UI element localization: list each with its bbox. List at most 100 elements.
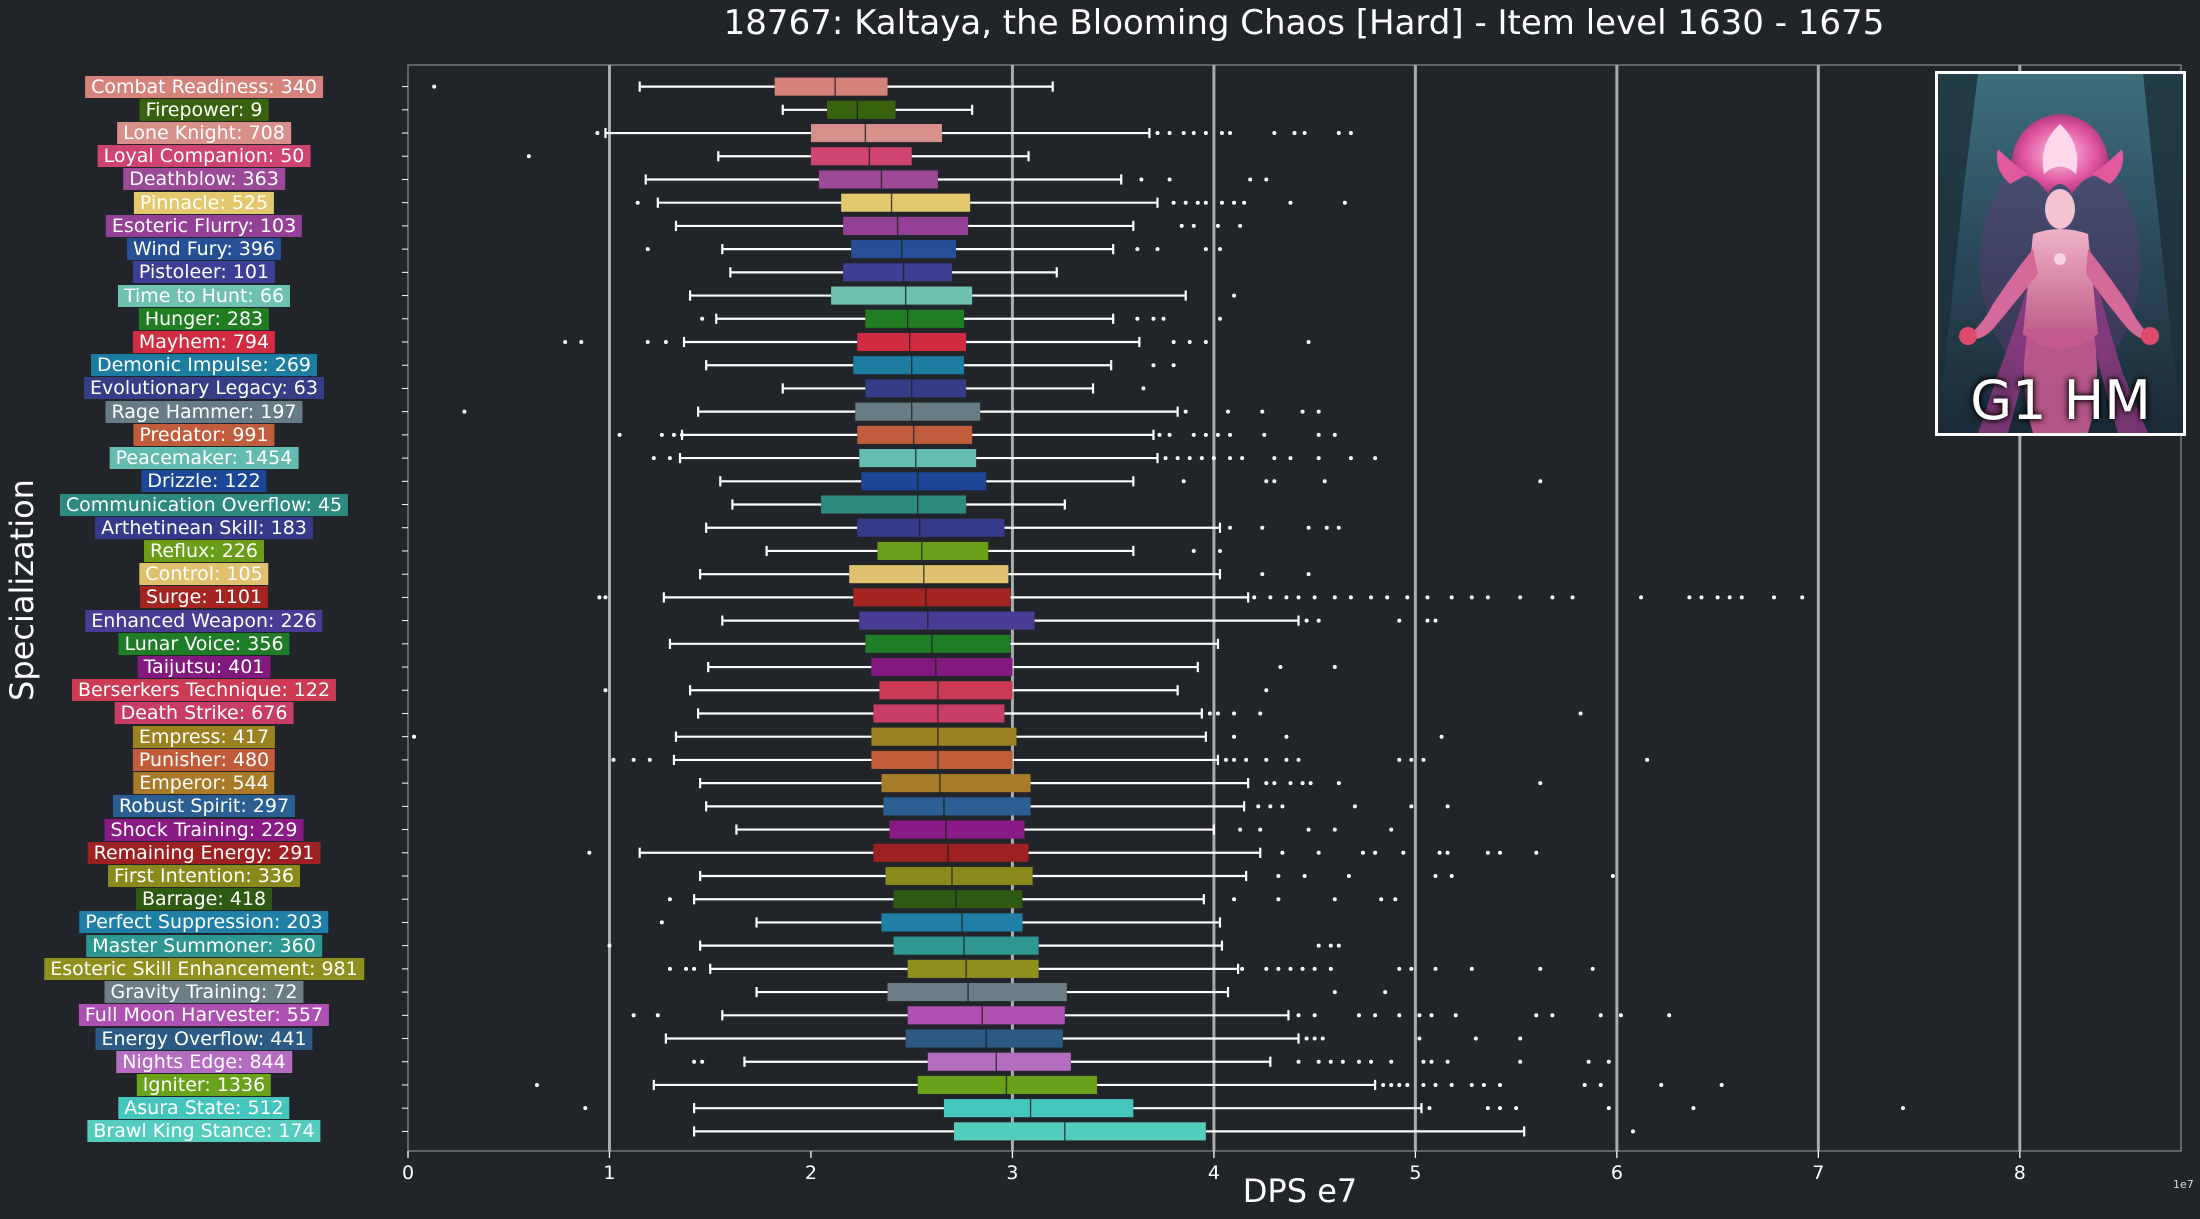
- outlier-point: [1425, 618, 1430, 623]
- x-tick-label: 0: [402, 1162, 414, 1184]
- outlier-point: [603, 595, 608, 600]
- outlier-point: [607, 943, 612, 948]
- box-iqr: [810, 123, 942, 143]
- outlier-point: [1252, 595, 1257, 600]
- y-tick-label: Loyal Companion: 50: [97, 145, 311, 168]
- outlier-point: [1238, 223, 1243, 228]
- box-iqr: [857, 332, 967, 352]
- outlier-point: [651, 456, 656, 461]
- outlier-point: [700, 316, 705, 321]
- outlier-point: [1272, 131, 1277, 136]
- outlier-point: [1232, 200, 1237, 205]
- y-tick-label: Shock Training: 229: [104, 818, 304, 841]
- outlier-point: [1232, 734, 1237, 739]
- y-tick-label: Pistoleer: 101: [132, 261, 276, 284]
- outlier-point: [1699, 595, 1704, 600]
- outlier-point: [1659, 1082, 1664, 1087]
- outlier-point: [1498, 1082, 1503, 1087]
- outlier-point: [1518, 1059, 1523, 1064]
- outlier-point: [1232, 711, 1237, 716]
- outlier-point: [1772, 595, 1777, 600]
- outlier-point: [659, 920, 664, 925]
- outlier-point: [1155, 131, 1160, 136]
- outlier-point: [595, 131, 600, 136]
- outlier-point: [1433, 966, 1438, 971]
- outlier-point: [1300, 966, 1305, 971]
- box-iqr: [893, 890, 1023, 909]
- outlier-point: [631, 1013, 636, 1018]
- outlier-point: [563, 340, 568, 344]
- outlier-point: [1453, 1013, 1458, 1018]
- y-tick-label: Pinnacle: 525: [133, 191, 275, 214]
- outlier-point: [1296, 1013, 1301, 1018]
- y-tick-label: Firepower: 9: [139, 98, 269, 121]
- outlier-point: [1228, 525, 1233, 530]
- outlier-point: [1389, 1059, 1394, 1064]
- y-tick-label: Death Strike: 676: [114, 702, 294, 725]
- outlier-point: [1498, 1106, 1503, 1111]
- outlier-point: [1409, 757, 1414, 762]
- outlier-point: [1242, 200, 1247, 205]
- outlier-point: [1433, 1082, 1438, 1087]
- outlier-point: [1312, 1013, 1317, 1018]
- outlier-point: [1228, 432, 1233, 437]
- outlier-point: [1598, 1082, 1603, 1087]
- box-iqr: [849, 565, 1009, 584]
- outlier-point: [1175, 456, 1180, 461]
- box-iqr: [873, 843, 1029, 862]
- outlier-point: [655, 1013, 660, 1018]
- outlier-point: [1135, 316, 1140, 321]
- outlier-point: [1449, 1082, 1454, 1087]
- outlier-point: [1272, 781, 1277, 786]
- outlier-point: [1203, 432, 1208, 437]
- outlier-point: [611, 757, 616, 762]
- y-tick-label: Deathblow: 363: [123, 168, 285, 191]
- y-tick-label: Evolutionary Legacy: 63: [84, 377, 324, 400]
- outlier-point: [1316, 409, 1321, 414]
- outlier-point: [1312, 1036, 1317, 1041]
- outlier-point: [1215, 432, 1220, 437]
- outlier-point: [1260, 409, 1265, 414]
- outlier-point: [1264, 688, 1269, 693]
- box-iqr: [881, 913, 1023, 932]
- outlier-point: [700, 1059, 705, 1064]
- outlier-point: [1369, 595, 1374, 600]
- outlier-point: [1610, 874, 1615, 878]
- outlier-point: [1306, 572, 1311, 577]
- outlier-point: [587, 850, 592, 855]
- boss-portrait-icon: [1938, 74, 2183, 433]
- y-tick-label: Surge: 1101: [139, 586, 269, 609]
- outlier-point: [1183, 200, 1188, 205]
- x-axis-offset-label: 1e7: [2173, 1178, 2194, 1191]
- outlier-point: [1268, 595, 1273, 600]
- outlier-point: [1449, 874, 1454, 878]
- outlier-point: [1304, 618, 1309, 623]
- outlier-point: [1518, 595, 1523, 600]
- outlier-point: [635, 200, 640, 205]
- outlier-point: [1328, 966, 1333, 971]
- outlier-point: [1157, 432, 1162, 437]
- outlier-point: [1322, 479, 1327, 484]
- box-iqr: [859, 611, 1035, 630]
- box-iqr: [907, 959, 1039, 978]
- outlier-point: [1207, 711, 1212, 716]
- box-iqr: [827, 100, 896, 119]
- outlier-point: [1260, 525, 1265, 530]
- chart-title: 18767: Kaltaya, the Blooming Chaos [Hard…: [723, 3, 1885, 43]
- outlier-point: [1429, 1059, 1434, 1064]
- outlier-point: [1135, 247, 1140, 252]
- box-iqr: [851, 240, 957, 259]
- outlier-point: [1352, 804, 1357, 809]
- outlier-point: [1356, 1013, 1361, 1018]
- x-tick-label: 2: [805, 1162, 817, 1184]
- outlier-point: [1356, 1059, 1361, 1064]
- outlier-point: [1167, 432, 1172, 437]
- outlier-point: [1272, 456, 1277, 461]
- outlier-point: [1332, 665, 1337, 670]
- outlier-point: [1248, 177, 1253, 182]
- outlier-point: [1316, 850, 1321, 855]
- outlier-point: [1534, 1013, 1539, 1018]
- outlier-point: [1800, 595, 1805, 600]
- outlier-point: [1383, 990, 1388, 995]
- outlier-point: [1191, 131, 1196, 136]
